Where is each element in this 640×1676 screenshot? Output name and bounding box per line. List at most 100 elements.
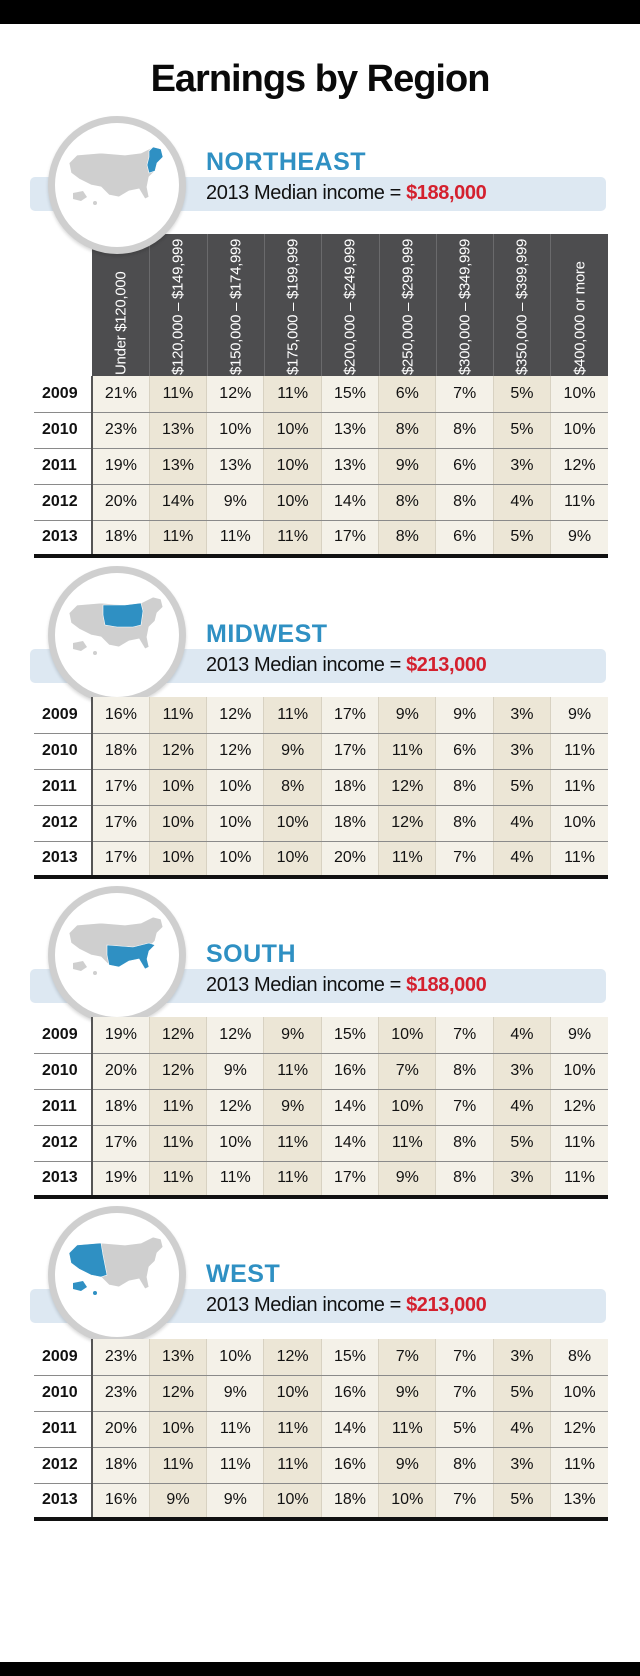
table-cell: 7% <box>435 1483 494 1521</box>
column-header-cell: $120,000 – $149,999 <box>149 234 206 402</box>
table-cell: 10% <box>263 805 322 842</box>
column-header-cell: $250,000 – $299,999 <box>378 234 436 402</box>
table-cell: 7% <box>435 1339 494 1376</box>
table-cell: 9% <box>206 1375 264 1412</box>
table-cell: 5% <box>492 412 551 449</box>
table-cell: 4% <box>492 1089 551 1126</box>
table-cell: 20% <box>91 484 150 521</box>
table-cell: 12% <box>206 697 264 734</box>
table-cell: 10% <box>206 412 264 449</box>
table-cell: 6% <box>378 376 436 413</box>
table-cell: 3% <box>492 1339 551 1376</box>
table-cell: 11% <box>378 733 436 770</box>
table-cell: 5% <box>492 1483 551 1521</box>
table-cell: 18% <box>320 805 379 842</box>
table-cell: 7% <box>378 1339 436 1376</box>
table-cell: 14% <box>320 1411 379 1448</box>
table-row: 2009 21% 11% 12% 11% 15% 6% 7% 5% 10% <box>34 376 608 413</box>
table-cell: 11% <box>263 1125 322 1162</box>
table-row: 2013 16% 9% 9% 10% 18% 10% 7% 5% 13% <box>34 1483 608 1521</box>
region-name: MIDWEST <box>206 620 328 648</box>
table-cell: 15% <box>320 376 379 413</box>
table-cell: 9% <box>550 520 608 558</box>
row-year: 2013 <box>34 1161 93 1199</box>
usa-map-south-icon <box>68 916 164 975</box>
table-cell: 10% <box>263 448 322 485</box>
table-cell: 6% <box>435 520 494 558</box>
table-cell: 21% <box>91 376 150 413</box>
table-cell: 3% <box>492 697 551 734</box>
table-cell: 9% <box>550 697 608 734</box>
table-cell: 9% <box>550 1017 608 1054</box>
column-header-label: $200,000 – $249,999 <box>341 238 359 375</box>
column-header-label: $120,000 – $149,999 <box>169 238 187 375</box>
table-cell: 17% <box>320 733 379 770</box>
column-header-label: $175,000 – $199,999 <box>284 238 302 375</box>
table-row: 2010 18% 12% 12% 9% 17% 11% 6% 3% 11% <box>34 733 608 770</box>
table-cell: 11% <box>263 520 322 558</box>
table-cell: 13% <box>148 1339 207 1376</box>
table-cell: 12% <box>148 1375 207 1412</box>
table-cell: 12% <box>148 733 207 770</box>
table-cell: 3% <box>492 1161 551 1199</box>
region-map-badge <box>48 566 186 704</box>
table-row: 2009 16% 11% 12% 11% 17% 9% 9% 3% 9% <box>34 697 608 734</box>
region-map-badge <box>48 886 186 1024</box>
median-income-value: $213,000 <box>406 654 487 676</box>
table-cell: 13% <box>320 448 379 485</box>
table-cell: 11% <box>263 376 322 413</box>
table-cell: 11% <box>550 1447 608 1484</box>
table-cell: 11% <box>263 1053 322 1090</box>
table-cell: 18% <box>91 520 150 558</box>
table-cell: 9% <box>378 1161 436 1199</box>
table-cell: 17% <box>320 697 379 734</box>
table-cell: 12% <box>206 376 264 413</box>
row-year: 2009 <box>34 1339 93 1376</box>
table-cell: 17% <box>320 520 379 558</box>
table-cell: 10% <box>148 769 207 806</box>
median-income-value: $213,000 <box>406 1294 487 1316</box>
table-cell: 18% <box>320 769 379 806</box>
table-cell: 8% <box>435 484 494 521</box>
table-cell: 10% <box>550 376 608 413</box>
table-cell: 8% <box>435 412 494 449</box>
table-cell: 10% <box>550 412 608 449</box>
table-cell: 3% <box>492 733 551 770</box>
row-year: 2011 <box>34 448 93 485</box>
table-row: 2010 23% 13% 10% 10% 13% 8% 8% 5% 10% <box>34 412 608 449</box>
table-cell: 9% <box>206 484 264 521</box>
table-cell: 11% <box>263 1411 322 1448</box>
row-year: 2010 <box>34 412 93 449</box>
table-cell: 10% <box>206 805 264 842</box>
table-cell: 11% <box>263 1447 322 1484</box>
row-year: 2010 <box>34 733 93 770</box>
table-cell: 11% <box>148 1447 207 1484</box>
table-cell: 15% <box>320 1017 379 1054</box>
table-cell: 10% <box>148 805 207 842</box>
column-header-cell: $350,000 – $399,999 <box>493 234 550 402</box>
column-header-cell: $200,000 – $249,999 <box>321 234 378 402</box>
table-row: 2011 19% 13% 13% 10% 13% 9% 6% 3% 12% <box>34 448 608 485</box>
column-header-label: $350,000 – $399,999 <box>513 238 531 375</box>
table-cell: 11% <box>206 1161 264 1199</box>
median-income-value: $188,000 <box>406 182 487 204</box>
table-cell: 16% <box>320 1375 379 1412</box>
table-cell: 11% <box>378 1125 436 1162</box>
table-cell: 11% <box>550 484 608 521</box>
table-cell: 5% <box>492 520 551 558</box>
table-cell: 12% <box>148 1017 207 1054</box>
income-table: 2009 23% 13% 10% 12% 15% 7% 7% 3% 8% 2010 23% 12% 9% 1… <box>34 1339 608 1521</box>
table-cell: 4% <box>492 805 551 842</box>
table-cell: 11% <box>550 1161 608 1199</box>
table-cell: 6% <box>435 733 494 770</box>
table-cell: 5% <box>492 1375 551 1412</box>
region-name: SOUTH <box>206 940 296 968</box>
table-cell: 20% <box>91 1053 150 1090</box>
table-cell: 5% <box>492 769 551 806</box>
table-cell: 11% <box>148 376 207 413</box>
table-cell: 9% <box>378 697 436 734</box>
table-cell: 10% <box>378 1017 436 1054</box>
region-map-badge <box>48 1206 186 1344</box>
table-cell: 11% <box>378 1411 436 1448</box>
table-cell: 8% <box>435 1161 494 1199</box>
